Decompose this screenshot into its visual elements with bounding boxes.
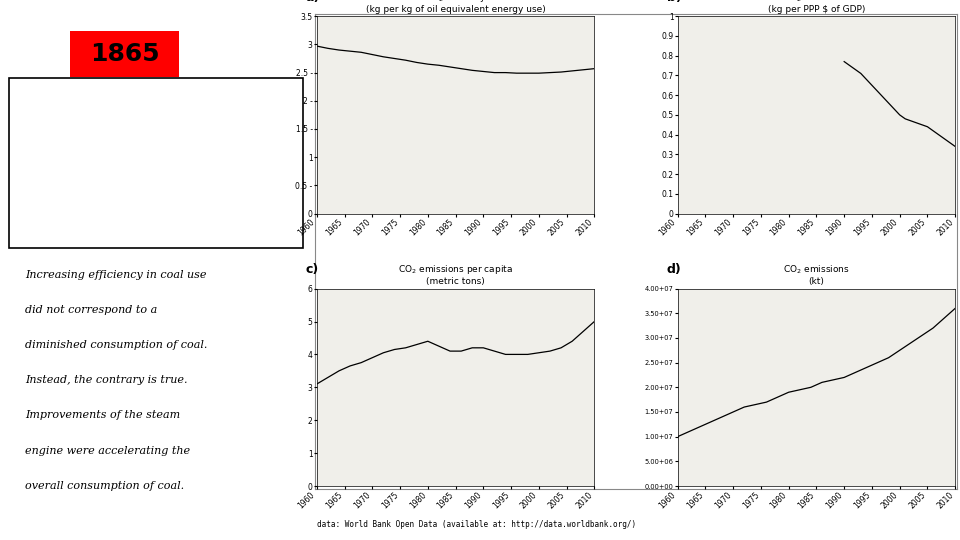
Text: a): a) xyxy=(305,0,320,4)
Text: paradox and the: paradox and the xyxy=(25,143,191,161)
Text: diminished consumption of coal.: diminished consumption of coal. xyxy=(25,340,207,350)
Text: engine were accelerating the: engine were accelerating the xyxy=(25,446,190,456)
Text: did not correspond to a: did not correspond to a xyxy=(25,305,157,315)
Text: overall consumption of coal.: overall consumption of coal. xyxy=(25,481,184,491)
Text: dematerialization: dematerialization xyxy=(25,184,204,201)
Text: c): c) xyxy=(305,263,319,276)
Title: CO$_2$ emissions per capita
(metric tons): CO$_2$ emissions per capita (metric tons… xyxy=(398,263,513,286)
Text: Increasing efficiency in coal use: Increasing efficiency in coal use xyxy=(25,270,206,280)
Bar xyxy=(70,31,180,77)
Text: data: World Bank Open Data (available at: http://data.worldbank.org/): data: World Bank Open Data (available at… xyxy=(317,520,636,529)
Title: CO$_2$ emissions
(kt): CO$_2$ emissions (kt) xyxy=(783,264,850,286)
Text: delusion.: delusion. xyxy=(25,224,117,242)
Text: 1865: 1865 xyxy=(90,42,159,66)
Text: Instead, the contrary is true.: Instead, the contrary is true. xyxy=(25,375,187,386)
Text: b): b) xyxy=(666,0,682,4)
Text: d): d) xyxy=(666,263,682,276)
Title: CO$_2$ emissions
(kg per PPP $ of GDP): CO$_2$ emissions (kg per PPP $ of GDP) xyxy=(768,0,865,14)
Bar xyxy=(10,78,302,248)
Text: Improvements of the steam: Improvements of the steam xyxy=(25,410,180,421)
Title: CO$_2$ intensity
(kg per kg of oil equivalent energy use): CO$_2$ intensity (kg per kg of oil equiv… xyxy=(366,0,545,14)
Text: The Jevons: The Jevons xyxy=(25,103,135,120)
